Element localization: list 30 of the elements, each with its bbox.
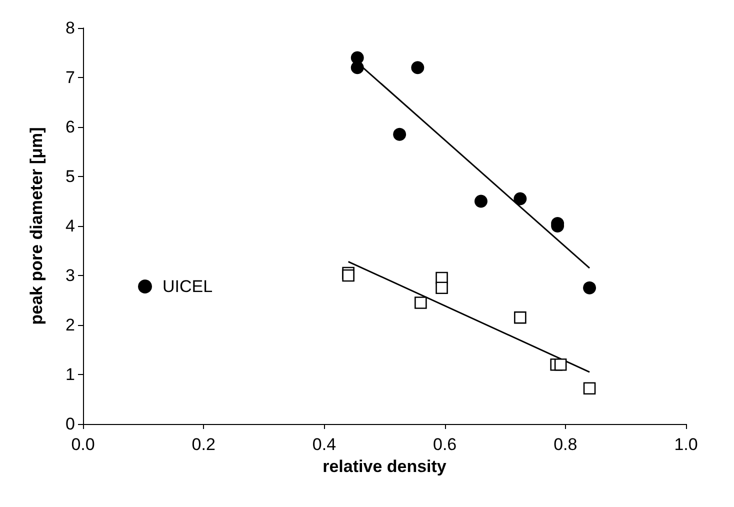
point (342, 269, 354, 282)
y-tick-label: 7 (66, 68, 75, 87)
point (393, 128, 406, 141)
x-tick-label: 0.2 (192, 435, 216, 454)
y-tick-label: 3 (66, 266, 75, 285)
x-tick-label: 0.4 (312, 435, 336, 454)
y-tick-label: 1 (66, 365, 75, 384)
y-axis-title: peak pore diameter [μm] (27, 127, 46, 325)
point (514, 311, 526, 324)
y-tick-label: 0 (66, 414, 75, 434)
point (583, 382, 596, 395)
x-tick-label: 0.8 (554, 435, 578, 454)
point (474, 194, 488, 208)
y-tick-label: 5 (66, 167, 75, 186)
point (411, 61, 424, 74)
point (414, 296, 427, 309)
point (436, 282, 448, 294)
point (350, 61, 364, 74)
x-tick-label: 0.0 (71, 435, 95, 454)
y-tick-label: 8 (66, 18, 75, 38)
legend-label: UICEL (162, 277, 213, 296)
y-tick-label: 4 (66, 216, 75, 236)
y-tick-label: 2 (66, 316, 75, 334)
y-tick-label: 6 (66, 118, 75, 136)
x-tick-label: 0.6 (432, 435, 457, 454)
x-tick-label: 1.0 (674, 435, 698, 454)
point (514, 192, 527, 206)
point (583, 281, 596, 294)
point (554, 358, 567, 371)
x-axis-title: relative density (322, 456, 447, 476)
